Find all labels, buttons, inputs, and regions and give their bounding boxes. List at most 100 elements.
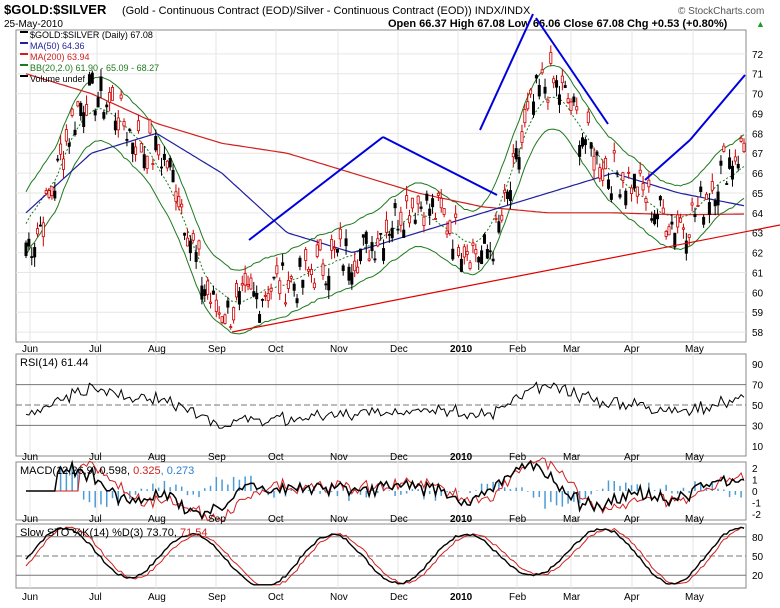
price-candle-body <box>327 275 331 291</box>
price-candle-body <box>422 216 426 226</box>
price-candle-body <box>641 183 645 191</box>
price-candle-body <box>647 179 651 188</box>
price-candle-body <box>419 206 423 209</box>
watermark: © StockCharts.com <box>678 6 764 17</box>
price-tick-label: 60 <box>752 288 764 299</box>
month-label: May <box>685 344 704 355</box>
sto-tick-label: 80 <box>752 533 764 544</box>
price-candle-body <box>269 287 273 292</box>
price-candle-body <box>47 190 51 198</box>
price-candle-body <box>240 283 244 286</box>
price-candle-body <box>687 234 691 238</box>
price-candle-body <box>595 151 599 156</box>
price-candle-body <box>586 111 590 124</box>
price-candle-body <box>194 251 198 262</box>
price-candle-body <box>384 219 388 233</box>
price-candle-body <box>560 75 564 84</box>
price-candle-body <box>532 101 536 115</box>
price-candle-body <box>474 249 478 255</box>
month-label: Aug <box>148 452 166 463</box>
price-candle-body <box>214 299 218 312</box>
price-candle-body <box>497 221 501 233</box>
price-candle-body <box>165 160 169 169</box>
price-candle-body <box>630 187 634 194</box>
price-candle-body <box>477 257 481 263</box>
price-candle-body <box>393 203 397 209</box>
month-label: Aug <box>148 592 166 603</box>
price-candle-body <box>485 249 489 259</box>
price-candle-body <box>725 183 729 185</box>
price-tick-label: 59 <box>752 308 764 319</box>
price-candle-body <box>99 76 103 91</box>
price-tick-label: 67 <box>752 149 764 160</box>
price-tick-label: 66 <box>752 169 764 180</box>
month-label: Dec <box>390 514 408 525</box>
price-candle-body <box>188 240 192 254</box>
month-label: Oct <box>268 452 284 463</box>
macd-signal-value: 0.325 <box>133 465 161 477</box>
price-candle-body <box>402 229 406 238</box>
price-candle-body <box>471 242 475 246</box>
price-candle-body <box>324 283 328 286</box>
price-candle-body <box>511 152 515 158</box>
price-candle-body <box>111 87 115 101</box>
price-candle-body <box>252 291 256 297</box>
price-candle-body <box>73 129 77 135</box>
price-candle-body <box>122 121 126 127</box>
sto-title: Slow STO %K(14) %D(3) 73.70, 71.54 <box>20 527 208 539</box>
red-support-trendline <box>231 224 780 333</box>
price-candle-body <box>500 214 504 221</box>
price-candle-body <box>356 266 360 274</box>
price-candle-body <box>30 256 34 258</box>
price-candle-body <box>514 148 518 160</box>
bb-lower-line <box>25 128 745 335</box>
price-candle-body <box>275 265 279 275</box>
price-candle-body <box>246 283 250 287</box>
month-label: Apr <box>624 514 640 525</box>
price-candle-body <box>529 89 533 95</box>
month-label: Jun <box>22 452 38 463</box>
month-label: Jul <box>89 514 102 525</box>
symbol-description: (Gold - Continuous Contract (EOD)/Silver… <box>122 5 531 17</box>
price-candle-body <box>454 213 458 218</box>
month-label: Nov <box>330 592 348 603</box>
month-label: Jun <box>22 514 38 525</box>
price-candle-body <box>555 80 559 88</box>
price-candle-body <box>581 137 585 147</box>
sto-tick-label: 20 <box>752 571 764 582</box>
macd-line <box>26 459 745 520</box>
price-candle-body <box>154 135 158 151</box>
price-candle-body <box>592 155 596 171</box>
price-candle-body <box>508 190 512 201</box>
price-candle-body <box>598 167 602 179</box>
sto-d-line <box>25 526 745 586</box>
price-candle-body <box>410 197 414 209</box>
price-candle-body <box>621 172 625 181</box>
price-candle-body <box>116 117 120 131</box>
price-candle-body <box>344 238 348 247</box>
price-candle-body <box>272 276 276 279</box>
price-candle-body <box>41 222 45 238</box>
legend-swatch <box>20 64 28 66</box>
price-candle-body <box>451 248 455 260</box>
price-candle-body <box>93 110 97 116</box>
month-label: 2010 <box>450 452 473 463</box>
month-label: Oct <box>268 344 284 355</box>
price-candle-body <box>76 101 80 107</box>
price-candle-body <box>148 119 152 134</box>
macd-tick-label: 1 <box>752 475 758 486</box>
ohlc-readout: Open 66.37 High 67.08 Low 66.06 Close 67… <box>388 18 728 30</box>
price-candle-body <box>56 158 60 161</box>
price-candle-body <box>563 85 567 88</box>
price-candle-body <box>134 146 138 155</box>
price-candle-body <box>266 292 270 301</box>
price-candle-body <box>468 262 472 269</box>
macd-signal-line <box>26 457 745 523</box>
price-candle-body <box>457 247 461 256</box>
price-candle-body <box>131 142 135 155</box>
rsi-tick-label: 50 <box>752 401 764 412</box>
price-candle-body <box>583 139 587 146</box>
price-candle-body <box>284 302 288 305</box>
legend-label: $GOLD:$SILVER (Daily) 67.08 <box>30 30 153 40</box>
month-label: Feb <box>509 344 527 355</box>
